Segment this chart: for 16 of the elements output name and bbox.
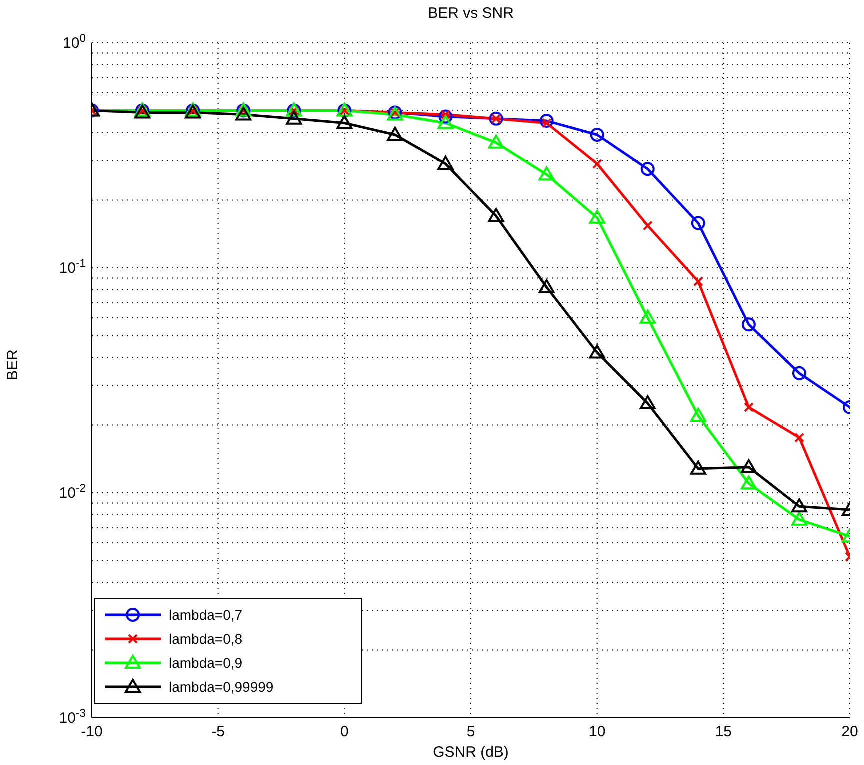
x-tick-label: 15 bbox=[715, 724, 732, 741]
legend-label: lambda=0,7 bbox=[169, 607, 243, 623]
y-tick-label: 10$^{-2}$ bbox=[59, 483, 86, 502]
x-axis-title: GSNR (dB) bbox=[433, 744, 509, 761]
x-tick-label: 20 bbox=[842, 724, 858, 741]
y-axis-title: BER bbox=[4, 349, 22, 380]
y-tick-label: 10$^{-1}$ bbox=[59, 258, 86, 277]
x-tick-label: 10 bbox=[588, 724, 606, 741]
x-tick-label: -5 bbox=[212, 724, 226, 741]
x-tick-label: 5 bbox=[466, 724, 476, 741]
legend-label: lambda=0,99999 bbox=[169, 679, 274, 695]
x-tick-label: 0 bbox=[340, 724, 349, 741]
y-tick-label: 10$^{0}$ bbox=[63, 33, 86, 52]
legend-label: lambda=0,8 bbox=[169, 631, 243, 647]
legend-label: lambda=0,9 bbox=[169, 655, 243, 671]
chart-title: BER vs SNR bbox=[428, 5, 514, 22]
